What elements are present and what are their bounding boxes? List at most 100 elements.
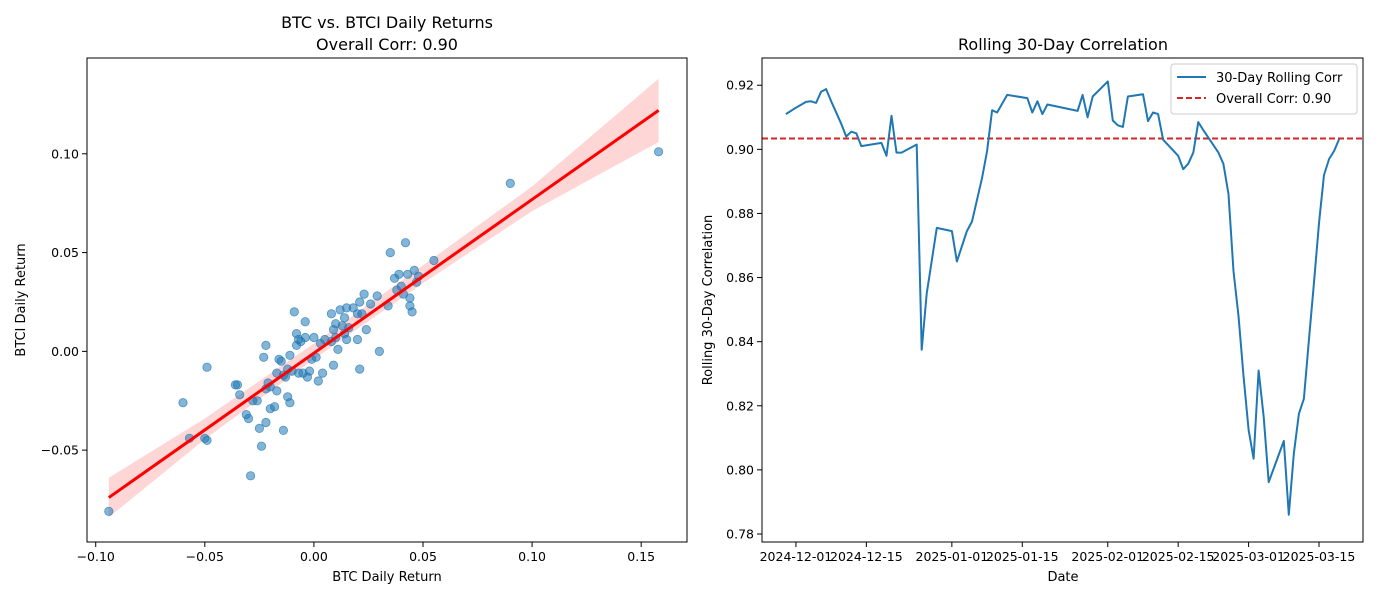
legend: 30-Day Rolling Corr Overall Corr: 0.90 [1170,63,1358,115]
x-tick-label: −0.10 [77,549,115,564]
scatter-point [285,398,295,408]
scatter-point [259,352,269,362]
scatter-y-axis-label: BTCI Daily Return [14,243,29,356]
scatter-point [309,332,319,343]
scatter-point [202,435,212,445]
rolling-corr-line-group [785,80,1341,516]
line-y-axis-label: Rolling 30-Day Correlation [701,215,716,386]
scatter-point [256,441,267,451]
scatter-point [246,471,256,481]
y-tick-label: 0.00 [51,344,79,359]
y-tick-label: 0.10 [51,146,79,161]
x-tick-label: 2025-03-01 [1212,549,1285,564]
legend-box [1170,63,1358,115]
y-tick-label: 0.90 [726,142,754,157]
scatter-point [372,291,382,301]
scatter-point [653,147,664,157]
x-tick-label: 2025-03-15 [1283,549,1356,564]
scatter-plot-frame [86,57,688,543]
confidence-band-area [108,78,659,518]
scatter-point [304,366,315,376]
scatter-point [352,334,363,345]
scatter-point [405,293,415,303]
x-tick-label: 2025-02-01 [1071,549,1144,564]
legend-label-overall: Overall Corr: 0.90 [1216,92,1331,107]
scatter-y-ticks: −0.05 0.00 0.05 0.10 [41,146,87,458]
x-tick-label: 2025-01-15 [986,549,1059,564]
y-tick-label: 0.88 [726,206,754,221]
x-tick-label: 2024-12-01 [760,549,833,564]
regression-line [107,109,660,499]
x-tick-label: 0.10 [518,549,546,564]
scatter-point [202,362,212,372]
scatter-point [261,340,271,350]
scatter-point [394,269,404,279]
scatter-point [300,317,310,327]
y-tick-label: 0.92 [726,78,754,93]
y-tick-label: −0.05 [41,443,79,458]
line-chart: Rolling 30-Day Correlation 2024-12-01202… [701,35,1364,585]
y-tick-label: 0.82 [726,398,754,413]
scatter-point [285,350,295,360]
scatter-point [178,398,188,408]
scatter-point [355,297,365,307]
scatter-point [232,380,243,390]
scatter-point [333,344,343,354]
legend-label-rolling: 30-Day Rolling Corr [1216,71,1343,86]
scatter-x-ticks: −0.10 −0.05 0.00 0.05 0.10 0.15 [77,542,655,564]
scatter-point [278,425,288,435]
x-tick-label: 0.15 [627,549,655,564]
x-tick-label: −0.05 [186,549,224,564]
regression-line-group [107,109,660,499]
line-plot-frame [761,57,1364,543]
x-tick-label: 0.00 [300,549,328,564]
y-tick-label: 0.84 [726,334,754,349]
scatter-point [505,178,515,188]
scatter-point [361,324,371,335]
scatter-chart: BTC vs. BTCI Daily Returns Overall Corr:… [14,13,688,585]
x-tick-label: 2025-01-01 [916,549,989,564]
scatter-point [407,307,417,317]
scatter-point [269,402,280,412]
scatter-point [365,299,376,309]
scatter-point [252,396,262,406]
x-tick-label: 2024-12-15 [830,549,903,564]
scatter-point [254,423,264,433]
y-tick-label: 0.80 [726,462,754,477]
scatter-point [300,332,310,343]
scatter-point [261,417,271,428]
line-x-axis-label: Date [1047,570,1078,585]
scatter-point [276,356,286,366]
scatter-point [104,506,114,516]
confidence-band [108,78,659,518]
scatter-point [289,307,299,317]
scatter-point [328,360,339,370]
x-tick-label: 2025-02-15 [1142,549,1215,564]
scatter-chart-title: BTC vs. BTCI Daily Returns [281,13,493,32]
scatter-point [429,255,439,266]
y-tick-label: 0.05 [51,245,79,260]
scatter-point [385,248,395,258]
scatter-point [326,309,336,319]
y-tick-label: 0.86 [726,270,754,285]
scatter-point [272,386,282,396]
y-tick-label: 0.78 [726,526,754,541]
scatter-point [317,368,328,378]
scatter-point [339,313,350,323]
scatter-point [235,390,245,400]
scatter-point [355,364,365,374]
scatter-chart-subtitle: Overall Corr: 0.90 [316,35,458,54]
scatter-point [341,334,352,345]
rolling-corr-line [785,80,1341,516]
scatter-point [313,376,323,386]
scatter-point [243,413,254,424]
scatter-point [359,289,369,299]
x-tick-label: 0.05 [409,549,437,564]
scatter-x-axis-label: BTC Daily Return [332,570,441,585]
scatter-point [400,238,411,248]
line-chart-title: Rolling 30-Day Correlation [958,35,1168,54]
line-y-ticks: 0.78 0.80 0.82 0.84 0.86 0.88 0.90 0.92 [726,78,762,541]
